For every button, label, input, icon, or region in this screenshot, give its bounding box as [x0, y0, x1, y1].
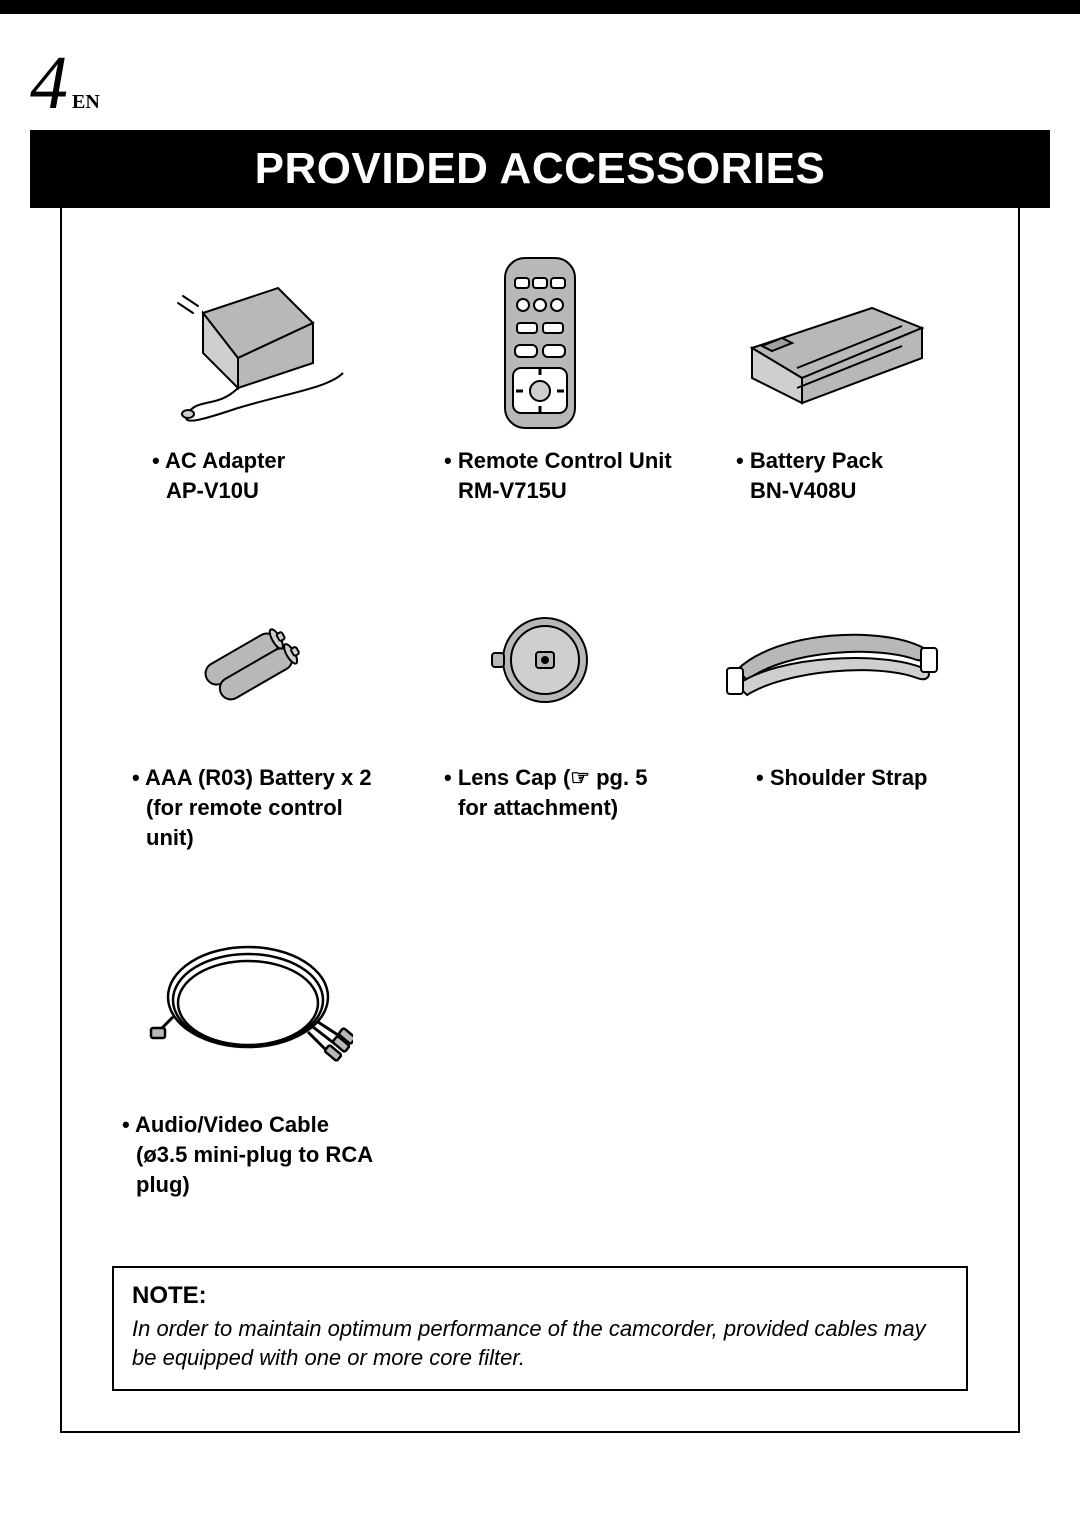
accessory-caption: • Shoulder Strap	[696, 763, 928, 793]
shoulder-strap-icon	[717, 575, 947, 745]
page-language: EN	[72, 91, 100, 113]
caption-line2: (for remote control unit)	[132, 793, 384, 852]
accessory-caption: • AC Adapter AP-V10U	[112, 446, 285, 505]
page-number: 4	[30, 41, 68, 125]
section-title: PROVIDED ACCESSORIES	[255, 144, 826, 193]
accessory-caption: • AAA (R03) Battery x 2 (for remote cont…	[112, 763, 384, 852]
caption-line1: • Battery Pack	[736, 448, 883, 473]
page-number-block: 4EN	[30, 45, 100, 121]
accessory-caption: • Battery Pack BN-V408U	[696, 446, 883, 505]
page-top-edge	[0, 0, 1080, 14]
accessory-caption: • Remote Control Unit RM-V715U	[404, 446, 672, 505]
caption-line1: • Audio/Video Cable	[122, 1112, 329, 1137]
accessory-caption: • Audio/Video Cable (ø3.5 mini-plug to R…	[112, 1110, 384, 1199]
accessory-battery-pack: • Battery Pack BN-V408U	[696, 258, 968, 505]
accessory-caption: • Lens Cap (☞ pg. 5 for attachment)	[404, 763, 647, 822]
note-body: In order to maintain optimum performance…	[132, 1314, 948, 1373]
caption-line1: • Remote Control Unit	[444, 448, 672, 473]
remote-icon	[485, 258, 595, 428]
ac-adapter-icon	[148, 258, 348, 428]
caption-line2: RM-V715U	[444, 476, 672, 506]
section-title-bar: PROVIDED ACCESSORIES	[30, 130, 1050, 208]
caption-line1: • AAA (R03) Battery x 2	[132, 765, 372, 790]
note-box: NOTE: In order to maintain optimum perfo…	[112, 1266, 968, 1391]
battery-pack-icon	[722, 258, 942, 428]
accessory-av-cable: • Audio/Video Cable (ø3.5 mini-plug to R…	[112, 922, 384, 1199]
note-title: NOTE:	[132, 1282, 948, 1310]
accessories-grid: • AC Adapter AP-V10U	[112, 258, 968, 1200]
caption-line2: BN-V408U	[736, 476, 883, 506]
caption-line2: (ø3.5 mini-plug to RCA plug)	[122, 1140, 384, 1199]
aaa-battery-icon	[183, 575, 313, 745]
caption-line2: AP-V10U	[152, 476, 285, 506]
accessory-aaa-battery: • AAA (R03) Battery x 2 (for remote cont…	[112, 575, 384, 852]
caption-line1: • Shoulder Strap	[756, 765, 928, 790]
lens-cap-icon	[480, 575, 600, 745]
av-cable-icon	[143, 922, 353, 1092]
caption-line1: • Lens Cap (☞ pg. 5	[444, 765, 647, 790]
caption-line1: • AC Adapter	[152, 448, 285, 473]
accessory-shoulder-strap: • Shoulder Strap	[696, 575, 968, 852]
accessory-ac-adapter: • AC Adapter AP-V10U	[112, 258, 384, 505]
accessory-remote: • Remote Control Unit RM-V715U	[404, 258, 676, 505]
accessory-lens-cap: • Lens Cap (☞ pg. 5 for attachment)	[404, 575, 676, 852]
caption-line2: for attachment)	[444, 793, 647, 823]
content-frame: • AC Adapter AP-V10U	[60, 208, 1020, 1433]
